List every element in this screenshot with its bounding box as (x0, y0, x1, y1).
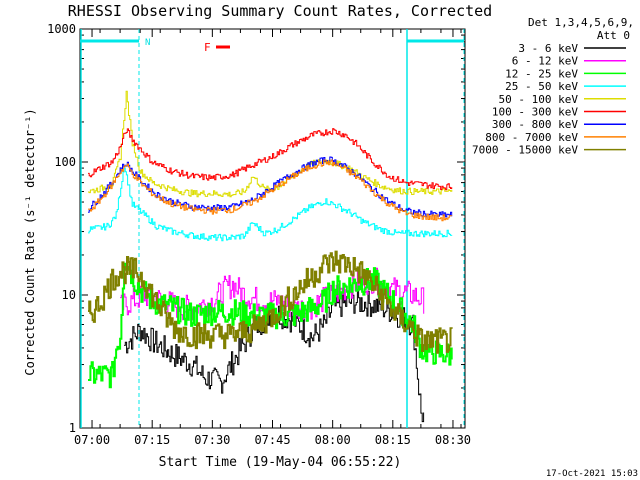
series-line-6 (88, 156, 453, 218)
x-tick-label: 08:00 (315, 433, 351, 447)
x-tick-label: 08:15 (375, 433, 411, 447)
plot-area: 1 10 100 1000 07:00 07:15 07:30 07:45 08:00 08:15… (47, 22, 471, 447)
legend-label-5: 100 - 300 keV (492, 106, 578, 119)
x-tick-label: 07:30 (194, 433, 230, 447)
x-axis-label: Start Time (19-May-04 06:55:22) (159, 455, 402, 470)
x-tick-label: 07:15 (134, 433, 170, 447)
y-tick-label: 1000 (47, 22, 76, 36)
legend-label-7: 800 - 7000 keV (485, 131, 578, 144)
legend-label-4: 50 - 100 keV (499, 93, 579, 106)
y-tick-label: 100 (54, 155, 76, 169)
series-line-8 (88, 250, 453, 354)
x-tick-label: 08:30 (435, 433, 471, 447)
series-line-3 (88, 167, 453, 242)
footer-timestamp: 17-Oct-2021 15:03 (546, 469, 638, 479)
series-line-7 (88, 159, 453, 222)
y-tick-label: 1 (69, 421, 76, 435)
legend-label-6: 300 - 800 keV (492, 118, 578, 131)
series-line-5 (88, 128, 453, 191)
y-tick-label: 10 (62, 288, 76, 302)
legend-header-attenuator: Att 0 (597, 29, 630, 42)
legend-label-0: 3 - 6 keV (518, 42, 578, 55)
legend-label-1: 6 - 12 keV (512, 55, 579, 68)
legend-header-detectors: Det 1,3,4,5,6,9, (528, 16, 634, 29)
series-line-4 (88, 90, 453, 198)
annotation-f: F (204, 41, 211, 54)
chart-title: RHESSI Observing Summary Count Rates, Co… (68, 2, 492, 20)
legend-label-8: 7000 - 15000 keV (472, 144, 578, 157)
annotation-n: N (145, 38, 150, 48)
legend-label-3: 25 - 50 keV (505, 80, 578, 93)
legend-label-2: 12 - 25 keV (505, 67, 578, 80)
y-axis-label: Corrected Count Rate (s⁻¹ detector⁻¹) (23, 108, 37, 375)
x-tick-label: 07:45 (254, 433, 290, 447)
x-tick-label: 07:00 (74, 433, 110, 447)
